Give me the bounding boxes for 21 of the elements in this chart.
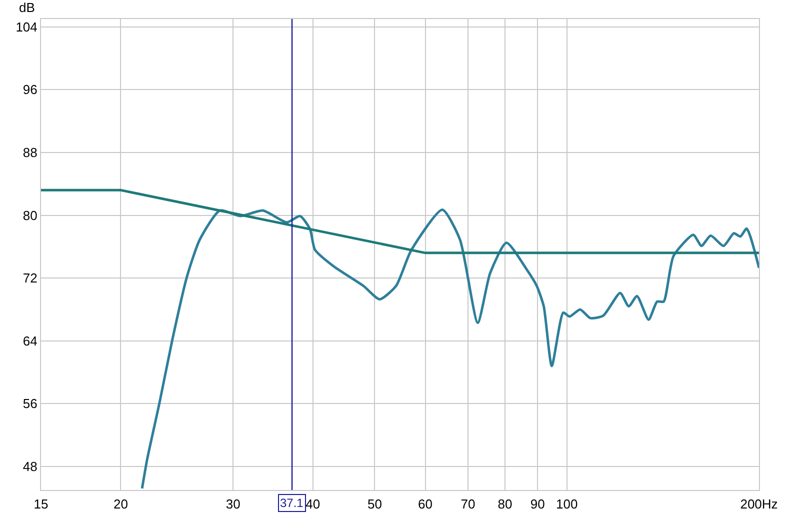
x-tick-label: 40 xyxy=(306,496,320,512)
y-tick-label: 104 xyxy=(16,19,38,34)
y-tick-label: 88 xyxy=(22,145,38,160)
x-tick-label: 60 xyxy=(418,496,433,512)
y-tick-label: 48 xyxy=(22,459,38,474)
y-tick-label: 64 xyxy=(22,333,38,348)
x-tick-label: 15 xyxy=(34,496,48,512)
x-tick-label: 20 xyxy=(114,496,128,512)
x-tick-label: 100 xyxy=(556,496,578,512)
y-tick-label: 96 xyxy=(22,82,38,98)
y-tick-label: 72 xyxy=(22,270,38,286)
x-tick-label: 70 xyxy=(460,496,476,512)
y-tick-label: 80 xyxy=(22,208,38,223)
ref-line-label: 37.1 xyxy=(280,496,304,510)
x-tick-label: 200Hz xyxy=(740,496,778,512)
x-tick-label: 80 xyxy=(498,496,512,512)
y-axis-title: dB xyxy=(19,0,35,15)
y-tick-label: 56 xyxy=(22,396,38,412)
x-tick-label: 90 xyxy=(530,496,545,512)
x-tick-label: 50 xyxy=(367,496,382,512)
x-tick-label: 30 xyxy=(226,496,240,512)
